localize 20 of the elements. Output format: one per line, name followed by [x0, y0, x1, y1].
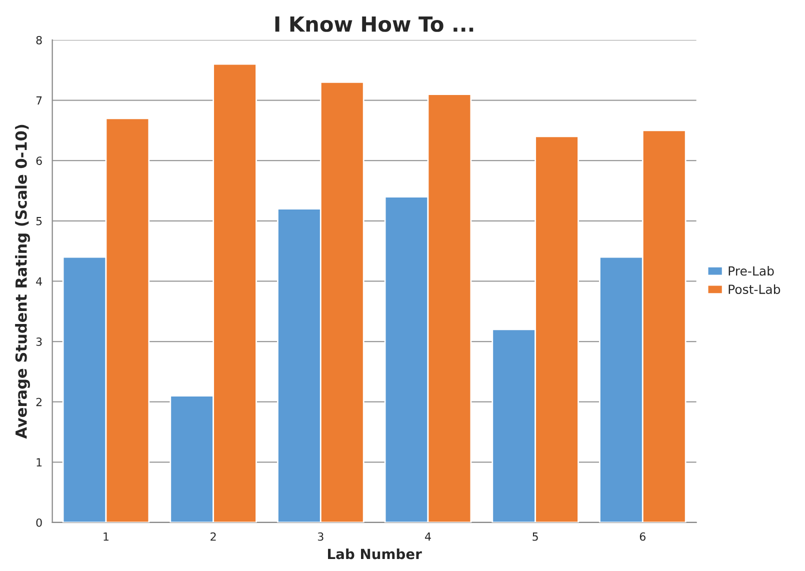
y-tick-label: 4 — [36, 277, 42, 286]
y-tick-label: 7 — [36, 96, 42, 105]
y-axis-title: Average Student Rating (Scale 0-10) — [15, 124, 30, 439]
legend-label: Post-Lab — [728, 284, 780, 294]
y-tick-label: 2 — [36, 398, 42, 406]
y-tick-label: 1 — [36, 458, 42, 466]
x-axis-title: Lab Number — [328, 548, 422, 560]
chart-title: I Know How To ... — [275, 16, 474, 32]
y-tick-label: 5 — [36, 217, 42, 226]
y-tick-label: 6 — [36, 156, 42, 165]
x-tick-label: 3 — [318, 532, 324, 541]
y-tick-label: 0 — [36, 518, 42, 527]
x-tick-label: 6 — [640, 532, 646, 541]
x-tick-label: 1 — [104, 532, 108, 541]
x-tick-label: 2 — [210, 532, 216, 541]
x-tick-label: 5 — [532, 532, 538, 541]
x-tick-label: 4 — [425, 532, 431, 541]
y-tick-label: 3 — [36, 338, 42, 346]
y-tick-label: 8 — [36, 36, 42, 44]
legend-label: Pre-Lab — [728, 266, 774, 276]
